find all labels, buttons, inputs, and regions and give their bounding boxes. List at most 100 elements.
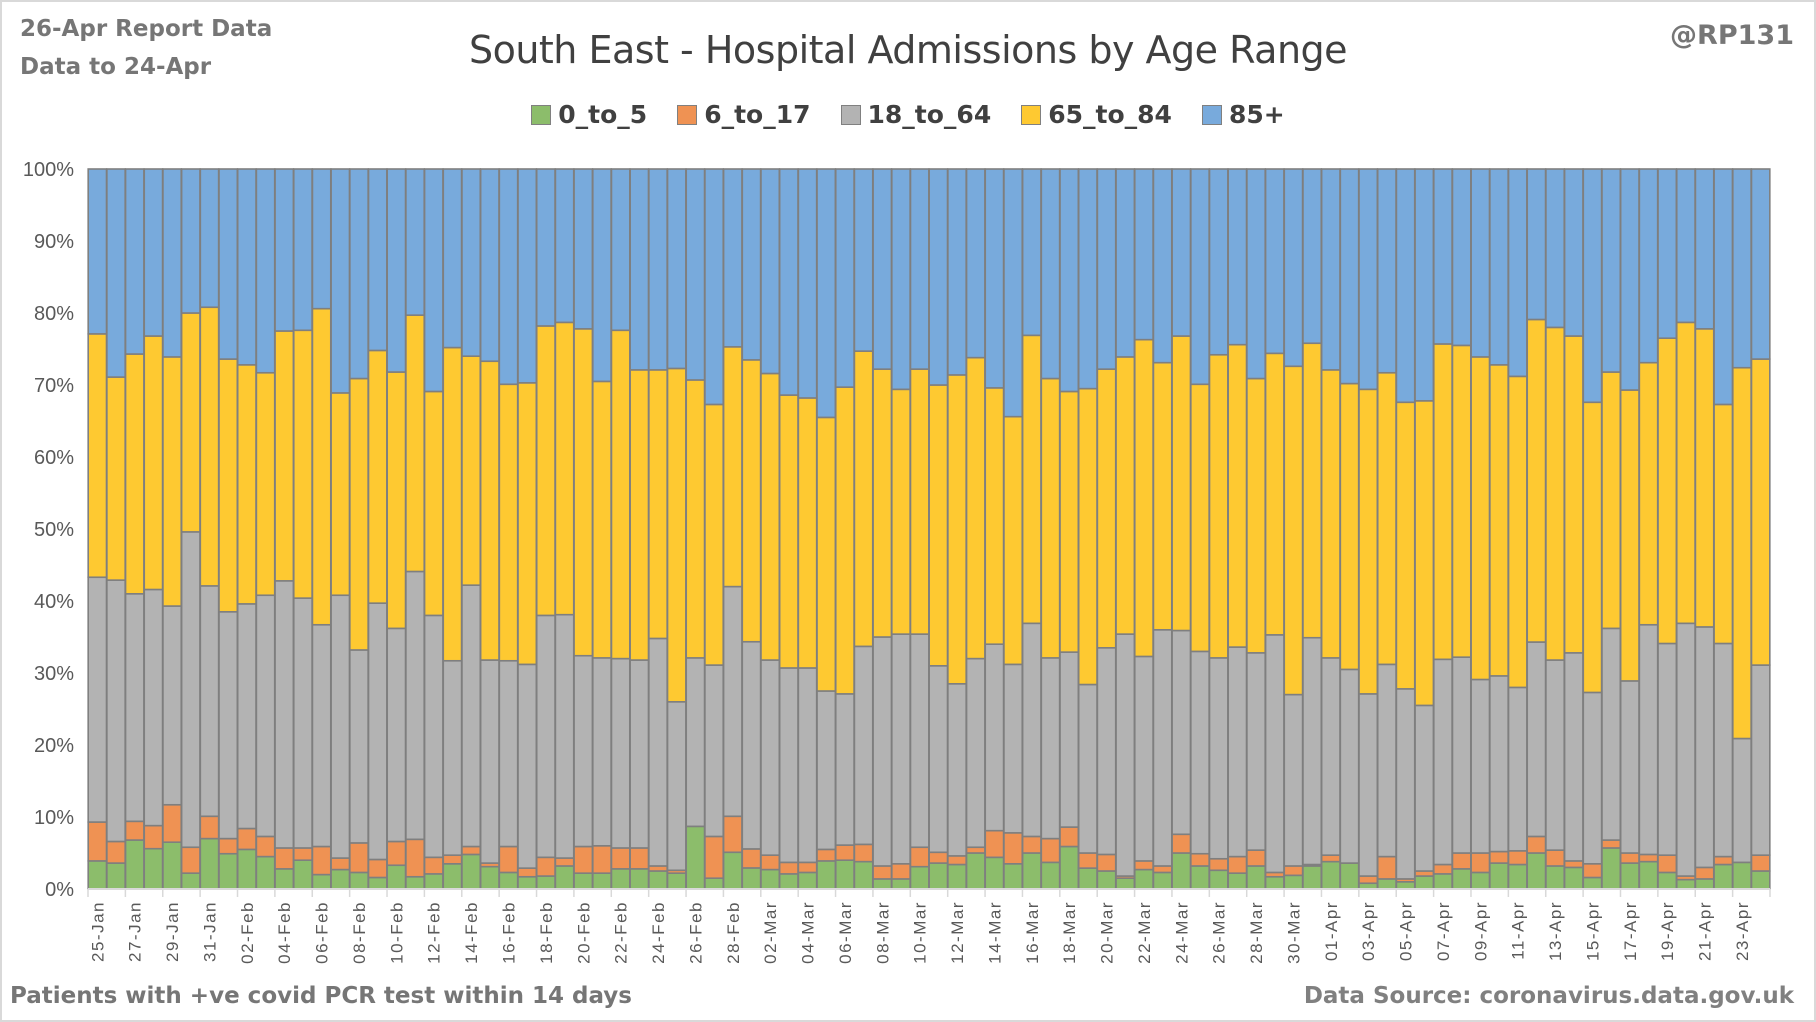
bar-segment-65-to-84-28-Jan bbox=[143, 335, 164, 591]
bar-segment-6-to-17-27-Mar bbox=[1227, 855, 1248, 874]
bar-segment-6-to-17-18-Mar bbox=[1059, 826, 1080, 848]
legend-item-6-to-17: 6_to_17 bbox=[677, 100, 811, 129]
bar-segment-65-to-84-12-Feb bbox=[423, 390, 444, 617]
bar-segment-85-04-Mar bbox=[797, 168, 818, 399]
bar-segment-18-to-64-07-Apr bbox=[1432, 658, 1453, 866]
bar-segment-85-07-Apr bbox=[1432, 168, 1453, 345]
x-tick-label: 02-Feb bbox=[238, 901, 257, 964]
bar-segment-0-to-5-26-Jan bbox=[106, 862, 126, 890]
bar-segment-65-to-84-06-Feb bbox=[311, 307, 332, 626]
bar-segment-85-13-Apr bbox=[1545, 168, 1566, 329]
bar-segment-0-to-5-10-Feb bbox=[386, 864, 407, 890]
bar-segment-85-06-Feb bbox=[311, 168, 332, 310]
bar-segment-65-to-84-24-Feb bbox=[648, 369, 668, 640]
bar-segment-65-to-84-27-Jan bbox=[124, 353, 145, 595]
bar-segment-85-09-Feb bbox=[367, 168, 388, 352]
bar-segment-0-to-5-16-Mar bbox=[1021, 852, 1042, 890]
bar-segment-65-to-84-09-Feb bbox=[367, 349, 388, 604]
bar-segment-0-to-5-26-Feb bbox=[685, 825, 706, 890]
bar-segment-6-to-17-25-Mar bbox=[1190, 852, 1210, 867]
bar-segment-0-to-5-19-Feb bbox=[554, 865, 575, 890]
bar-segment-65-to-84-30-Mar bbox=[1283, 365, 1304, 696]
bar-segment-0-to-5-25-Jan bbox=[87, 860, 108, 890]
bar-segment-85-02-Apr bbox=[1339, 168, 1360, 385]
bar-segment-85-01-Mar bbox=[741, 168, 762, 361]
bar-segment-65-to-84-08-Apr bbox=[1451, 344, 1472, 658]
bar-segment-18-to-64-05-Mar bbox=[816, 690, 837, 851]
bar-segment-6-to-17-17-Apr bbox=[1619, 852, 1640, 864]
bar-segment-6-to-17-12-Mar bbox=[947, 855, 967, 866]
x-tick-label: 21-Apr bbox=[1696, 901, 1715, 961]
bar-segment-85-19-Mar bbox=[1077, 168, 1098, 390]
bar-segment-6-to-17-08-Apr bbox=[1451, 852, 1472, 870]
y-tick-label: 20% bbox=[34, 735, 74, 757]
bar-segment-0-to-5-12-Mar bbox=[947, 863, 967, 890]
bar-segment-85-19-Apr bbox=[1657, 168, 1678, 339]
x-tick-label: 04-Mar bbox=[799, 901, 818, 964]
bar-segment-18-to-64-31-Jan bbox=[199, 585, 220, 818]
bar-segment-0-to-5-04-Apr bbox=[1376, 878, 1397, 890]
bar-segment-6-to-17-14-Feb bbox=[461, 845, 482, 856]
bar-segment-18-to-64-12-Apr bbox=[1526, 641, 1547, 838]
bar-segment-0-to-5-21-Apr bbox=[1694, 878, 1715, 890]
bar-segment-0-to-5-04-Mar bbox=[797, 871, 818, 890]
bar-segment-18-to-64-08-Apr bbox=[1451, 656, 1472, 854]
bar-segment-6-to-17-26-Mar bbox=[1208, 857, 1229, 872]
bar-segment-18-to-64-20-Feb bbox=[573, 654, 594, 848]
bar-segment-0-to-5-24-Mar bbox=[1171, 852, 1192, 890]
x-tick-label: 25-Jan bbox=[88, 901, 107, 962]
bar-segment-18-to-64-26-Mar bbox=[1208, 657, 1229, 860]
bar-segment-85-16-Mar bbox=[1021, 168, 1042, 337]
bar-segment-65-to-84-18-Apr bbox=[1638, 361, 1659, 626]
bar-segment-18-to-64-19-Mar bbox=[1077, 683, 1098, 854]
bar-segment-6-to-17-06-Mar bbox=[834, 844, 855, 862]
bar-segment-85-15-Feb bbox=[479, 168, 500, 363]
legend-item-18-to-64: 18_to_64 bbox=[840, 100, 991, 129]
bar-segment-65-to-84-31-Jan bbox=[199, 306, 220, 587]
bar-segment-85-02-Mar bbox=[760, 168, 781, 375]
bar-segment-18-to-64-04-Apr bbox=[1376, 663, 1397, 858]
bar-segment-85-23-Mar bbox=[1152, 168, 1173, 364]
bar-segment-0-to-5-05-Apr bbox=[1395, 880, 1416, 890]
x-tick-label: 15-Apr bbox=[1583, 901, 1602, 961]
bar-segment-85-04-Apr bbox=[1376, 168, 1397, 374]
bar-segment-6-to-17-30-Mar bbox=[1283, 865, 1304, 877]
bar-segment-0-to-5-06-Mar bbox=[834, 859, 855, 890]
bar-segment-65-to-84-26-Feb bbox=[685, 379, 706, 659]
bar-segment-18-to-64-27-Jan bbox=[124, 592, 145, 823]
bar-segment-6-to-17-02-Mar bbox=[760, 854, 781, 871]
bar-segment-0-to-5-21-Feb bbox=[591, 872, 612, 890]
x-tick-label: 24-Feb bbox=[649, 901, 668, 964]
bar-segment-6-to-17-27-Feb bbox=[704, 835, 725, 880]
bar-segment-85-24-Mar bbox=[1171, 168, 1192, 337]
bar-segment-18-to-64-16-Mar bbox=[1021, 622, 1042, 838]
bar-segment-18-to-64-11-Feb bbox=[405, 570, 426, 841]
bar-segment-18-to-64-09-Apr bbox=[1470, 678, 1491, 854]
x-tick-label: 31-Jan bbox=[200, 901, 219, 962]
bar-segment-65-to-84-22-Apr bbox=[1713, 403, 1734, 645]
bar-segment-65-to-84-15-Apr bbox=[1582, 401, 1603, 694]
bar-segment-18-to-64-31-Mar bbox=[1302, 636, 1323, 866]
bar-segment-85-08-Mar bbox=[872, 168, 893, 370]
bar-segment-65-to-84-07-Mar bbox=[853, 350, 874, 648]
bar-segment-6-to-17-01-Apr bbox=[1320, 854, 1341, 863]
bar-segment-6-to-17-04-Mar bbox=[797, 861, 818, 874]
bar-segment-85-27-Jan bbox=[124, 168, 145, 355]
x-tick-label: 28-Mar bbox=[1247, 901, 1266, 964]
bar-segment-18-to-64-10-Mar bbox=[909, 633, 930, 849]
bar-segment-0-to-5-27-Jan bbox=[124, 839, 145, 890]
bar-segment-0-to-5-31-Mar bbox=[1302, 865, 1323, 890]
bar-segment-18-to-64-19-Apr bbox=[1657, 642, 1678, 856]
bar-segment-18-to-64-19-Feb bbox=[554, 613, 575, 859]
bar-segment-6-to-17-12-Apr bbox=[1526, 835, 1547, 854]
bar-segment-85-11-Apr bbox=[1507, 168, 1528, 378]
bar-segment-0-to-5-14-Apr bbox=[1563, 866, 1584, 890]
bar-segment-6-to-17-09-Mar bbox=[891, 862, 911, 880]
legend-swatch bbox=[531, 104, 552, 125]
bar-segment-6-to-17-31-Jan bbox=[199, 815, 220, 840]
bar-segment-6-to-17-23-Feb bbox=[629, 847, 650, 870]
bar-segment-85-26-Mar bbox=[1208, 168, 1229, 356]
author-handle: @RP131 bbox=[1670, 20, 1794, 51]
bar-segment-85-29-Jan bbox=[162, 168, 183, 358]
bar-segment-0-to-5-19-Mar bbox=[1077, 867, 1098, 890]
